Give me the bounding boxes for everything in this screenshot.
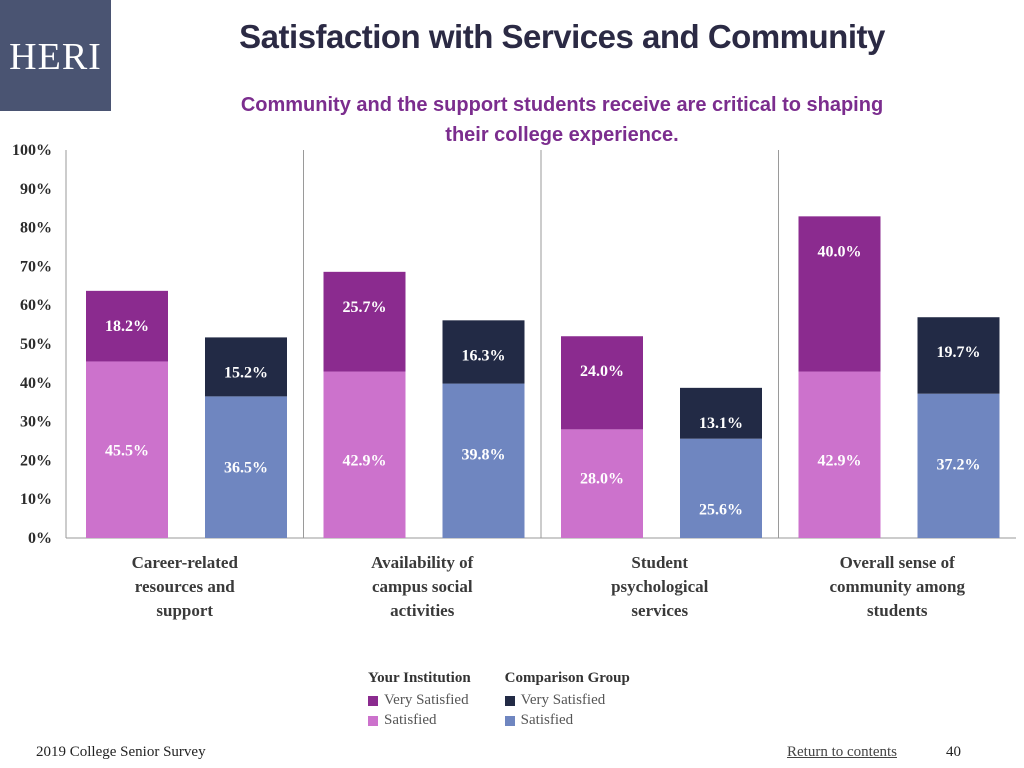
category-label: services	[631, 601, 688, 620]
data-label-very-satisfied: 18.2%	[105, 318, 149, 335]
y-tick-label: 0%	[28, 530, 52, 547]
swatch-comp-very	[504, 695, 515, 706]
legend-item-your-sat: Satisfied	[368, 712, 471, 729]
data-label-satisfied: 45.5%	[105, 442, 149, 459]
bar-satisfied	[917, 393, 1000, 538]
data-label-satisfied: 42.9%	[818, 453, 862, 470]
page-number: 40	[946, 744, 961, 760]
y-tick-label: 60%	[20, 297, 52, 314]
bar-satisfied	[798, 371, 881, 538]
y-tick-label: 100%	[12, 142, 52, 159]
data-label-satisfied: 28.0%	[580, 470, 624, 487]
category-label: Career-related	[132, 553, 239, 572]
bar-very-satisfied	[798, 216, 881, 372]
swatch-comp-sat	[504, 715, 515, 726]
legend-heading-comp: Comparison Group	[504, 670, 630, 686]
legend-label-comp-very: Very Satisfied	[520, 692, 606, 708]
bar-satisfied	[561, 429, 643, 538]
category-label: support	[156, 601, 213, 620]
bar-satisfied	[442, 383, 525, 538]
y-tick-label: 90%	[20, 181, 52, 198]
swatch-your-sat	[368, 715, 378, 726]
legend-label-comp-sat: Satisfied	[520, 712, 574, 728]
legend-label-your-very: Very Satisfied	[384, 692, 469, 708]
chart-legend: Your Institution Very Satisfied Satisfie…	[368, 670, 630, 729]
y-tick-label: 10%	[20, 491, 52, 508]
swatch-your-very	[368, 695, 378, 706]
bar-satisfied	[86, 361, 168, 538]
category-label: activities	[390, 601, 455, 620]
bar-very-satisfied	[561, 336, 643, 430]
data-label-very-satisfied: 19.7%	[937, 344, 981, 361]
bar-very-satisfied	[205, 337, 287, 397]
y-tick-label: 50%	[20, 336, 52, 353]
data-label-satisfied: 36.5%	[224, 459, 268, 476]
category-label: Availability of	[371, 553, 473, 572]
return-to-contents-link[interactable]: Return to contents	[787, 744, 897, 760]
category-label: Student	[631, 553, 688, 572]
category-label: Overall sense of	[840, 553, 956, 572]
survey-name: 2019 College Senior Survey	[36, 744, 206, 760]
legend-label-your-sat: Satisfied	[384, 712, 437, 728]
bar-very-satisfied	[86, 290, 168, 362]
heri-logo: HERI	[0, 0, 111, 111]
legend-item-your-very: Very Satisfied	[368, 692, 471, 709]
data-label-very-satisfied: 16.3%	[462, 347, 506, 364]
y-tick-label: 30%	[20, 414, 52, 431]
y-tick-label: 80%	[20, 220, 52, 237]
bar-very-satisfied	[442, 320, 525, 384]
bar-satisfied	[205, 396, 287, 538]
logo-text: HERI	[9, 35, 102, 78]
category-label: psychological	[611, 577, 709, 596]
data-label-very-satisfied: 24.0%	[580, 363, 624, 380]
data-label-satisfied: 25.6%	[699, 502, 743, 519]
bar-satisfied	[680, 438, 762, 538]
data-label-very-satisfied: 15.2%	[224, 364, 268, 381]
data-label-satisfied: 39.8%	[462, 447, 506, 464]
y-tick-label: 20%	[20, 452, 52, 469]
category-label: campus social	[372, 577, 473, 596]
page-title: Satisfaction with Services and Community	[239, 18, 885, 55]
bar-very-satisfied	[323, 271, 406, 372]
legend-heading-your: Your Institution	[368, 670, 471, 686]
category-label: resources and	[135, 577, 236, 596]
bar-very-satisfied	[680, 387, 762, 439]
y-tick-label: 70%	[20, 258, 52, 275]
legend-item-comp-sat: Satisfied	[504, 712, 630, 729]
y-tick-label: 40%	[20, 375, 52, 392]
data-label-satisfied: 37.2%	[937, 457, 981, 474]
data-label-very-satisfied: 13.1%	[699, 415, 743, 432]
data-label-very-satisfied: 25.7%	[343, 299, 387, 316]
bar-very-satisfied	[917, 317, 1000, 394]
category-label: community among	[829, 577, 965, 596]
data-label-satisfied: 42.9%	[343, 453, 387, 470]
category-label: students	[867, 601, 928, 620]
bar-satisfied	[323, 371, 406, 538]
legend-comparison-group: Comparison Group Very Satisfied Satisfie…	[504, 670, 630, 729]
data-label-very-satisfied: 40.0%	[818, 243, 862, 260]
page-subtitle: Community and the support students recei…	[240, 94, 884, 146]
legend-item-comp-very: Very Satisfied	[504, 692, 630, 709]
stacked-bar-chart: 0% 10% 20% 30% 40% 50% 60% 70% 80% 90% 100% 45.5% 18…	[12, 142, 1016, 620]
legend-your-institution: Your Institution Very Satisfied Satisfie…	[368, 670, 471, 729]
